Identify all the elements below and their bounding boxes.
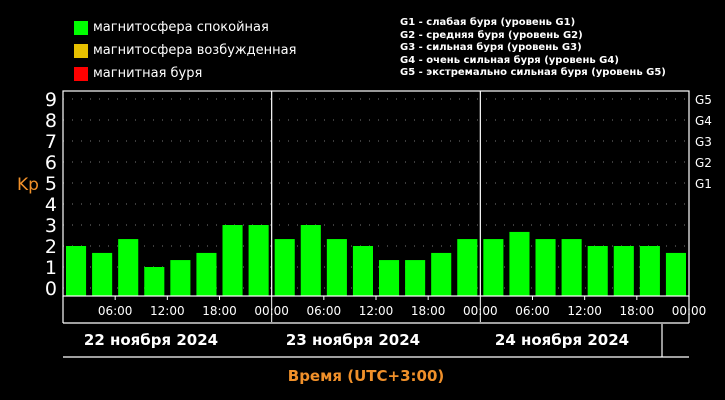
kp-bar <box>587 246 608 296</box>
kp-bar <box>561 239 582 296</box>
legend: магнитосфера спокойная магнитосфера возб… <box>74 16 296 85</box>
kp-bar <box>326 239 347 296</box>
y-tick-label: 1 <box>45 257 57 279</box>
y-axis-label: Kp <box>17 175 39 195</box>
x-tick-label: 18:00 <box>620 304 655 318</box>
kp-bar <box>170 260 191 296</box>
x-tick-label: 18:00 <box>202 304 237 318</box>
x-tick-label: 00:00 <box>463 304 498 318</box>
x-tick-label: 12:00 <box>150 304 185 318</box>
kp-bar <box>379 260 400 296</box>
kp-bar <box>457 239 478 296</box>
g-level-label: G5 <box>695 93 712 107</box>
legend-swatch-quiet <box>74 20 88 35</box>
g-level-label: G3 <box>695 135 712 149</box>
x-tick-label: 12:00 <box>359 304 394 318</box>
chart-frame <box>62 90 690 358</box>
day-label: 22 ноября 2024 <box>84 331 218 349</box>
legend-item-storm: магнитная буря <box>74 62 296 85</box>
kp-bar <box>196 252 217 296</box>
storm-level-g5: G5 - экстремально сильная буря (уровень … <box>400 67 666 78</box>
y-tick-label: 6 <box>45 152 57 174</box>
y-tick-label: 8 <box>45 110 57 132</box>
kp-bar <box>222 225 243 296</box>
y-tick-label: 2 <box>45 236 57 258</box>
x-axis-ticks: 06:00 12:00 18:00 00:00 06:00 12:00 18:00 00:00… <box>98 304 706 318</box>
y-tick-label: 0 <box>45 278 57 300</box>
x-tick-label: 06:00 <box>307 304 342 318</box>
day-label: 24 ноября 2024 <box>495 331 629 349</box>
g-level-ticks: G1 G2 G3 G4 G5 <box>695 93 712 191</box>
kp-bar <box>639 246 660 296</box>
storm-level-g2: G2 - средняя буря (уровень G2) <box>400 29 583 41</box>
kp-bar <box>535 239 556 296</box>
x-axis-label: Время (UTC+3:00) <box>288 367 444 385</box>
day-labels: 22 ноября 2024 23 ноября 2024 24 ноября 20… <box>84 331 629 349</box>
legend-item-disturbed: магнитосфера возбужденная <box>74 39 296 62</box>
kp-bar <box>66 246 87 296</box>
x-tick-label: 00:00 <box>672 304 707 318</box>
kp-bar <box>352 246 373 296</box>
kp-bar <box>613 246 634 296</box>
y-tick-label: 7 <box>45 131 57 153</box>
y-tick-label: 3 <box>45 215 57 237</box>
legend-swatch-disturbed <box>74 43 88 58</box>
kp-bar <box>483 239 504 296</box>
kp-bar <box>509 231 530 296</box>
legend-swatch-storm <box>74 66 88 81</box>
kp-bar <box>665 252 686 296</box>
kp-bar <box>405 260 426 296</box>
storm-level-g3: G3 - сильная буря (уровень G3) <box>400 42 582 53</box>
legend-label-quiet: магнитосфера спокойная <box>93 20 269 35</box>
x-tick-label: 12:00 <box>567 304 602 318</box>
x-tick-label: 06:00 <box>98 304 133 318</box>
kp-bar <box>248 225 269 296</box>
storm-level-g4: G4 - очень сильная буря (уровень G4) <box>400 54 619 66</box>
kp-bar <box>118 239 139 296</box>
g-level-label: G4 <box>695 114 712 128</box>
g-level-label: G2 <box>695 156 712 170</box>
day-label: 23 ноября 2024 <box>286 331 420 349</box>
y-tick-label: 5 <box>45 173 57 195</box>
kp-bar <box>431 252 452 296</box>
storm-level-legend: G1 - слабая буря (уровень G1) G2 - средн… <box>400 17 666 80</box>
x-tick-label: 00:00 <box>254 304 289 318</box>
legend-item-quiet: магнитосфера спокойная <box>74 16 296 39</box>
kp-bar <box>300 225 321 296</box>
legend-label-storm: магнитная буря <box>93 66 203 81</box>
chart-bars <box>66 225 686 296</box>
g-level-label: G1 <box>695 177 712 191</box>
kp-bar <box>144 267 165 296</box>
x-tick-label: 18:00 <box>411 304 446 318</box>
x-tick-label: 06:00 <box>515 304 550 318</box>
storm-level-g1: G1 - слабая буря (уровень G1) <box>400 17 576 28</box>
legend-label-disturbed: магнитосфера возбужденная <box>93 43 297 58</box>
y-tick-label: 4 <box>45 194 57 216</box>
kp-bar <box>274 239 295 296</box>
kp-bar <box>92 252 113 296</box>
y-tick-label: 9 <box>45 89 57 111</box>
